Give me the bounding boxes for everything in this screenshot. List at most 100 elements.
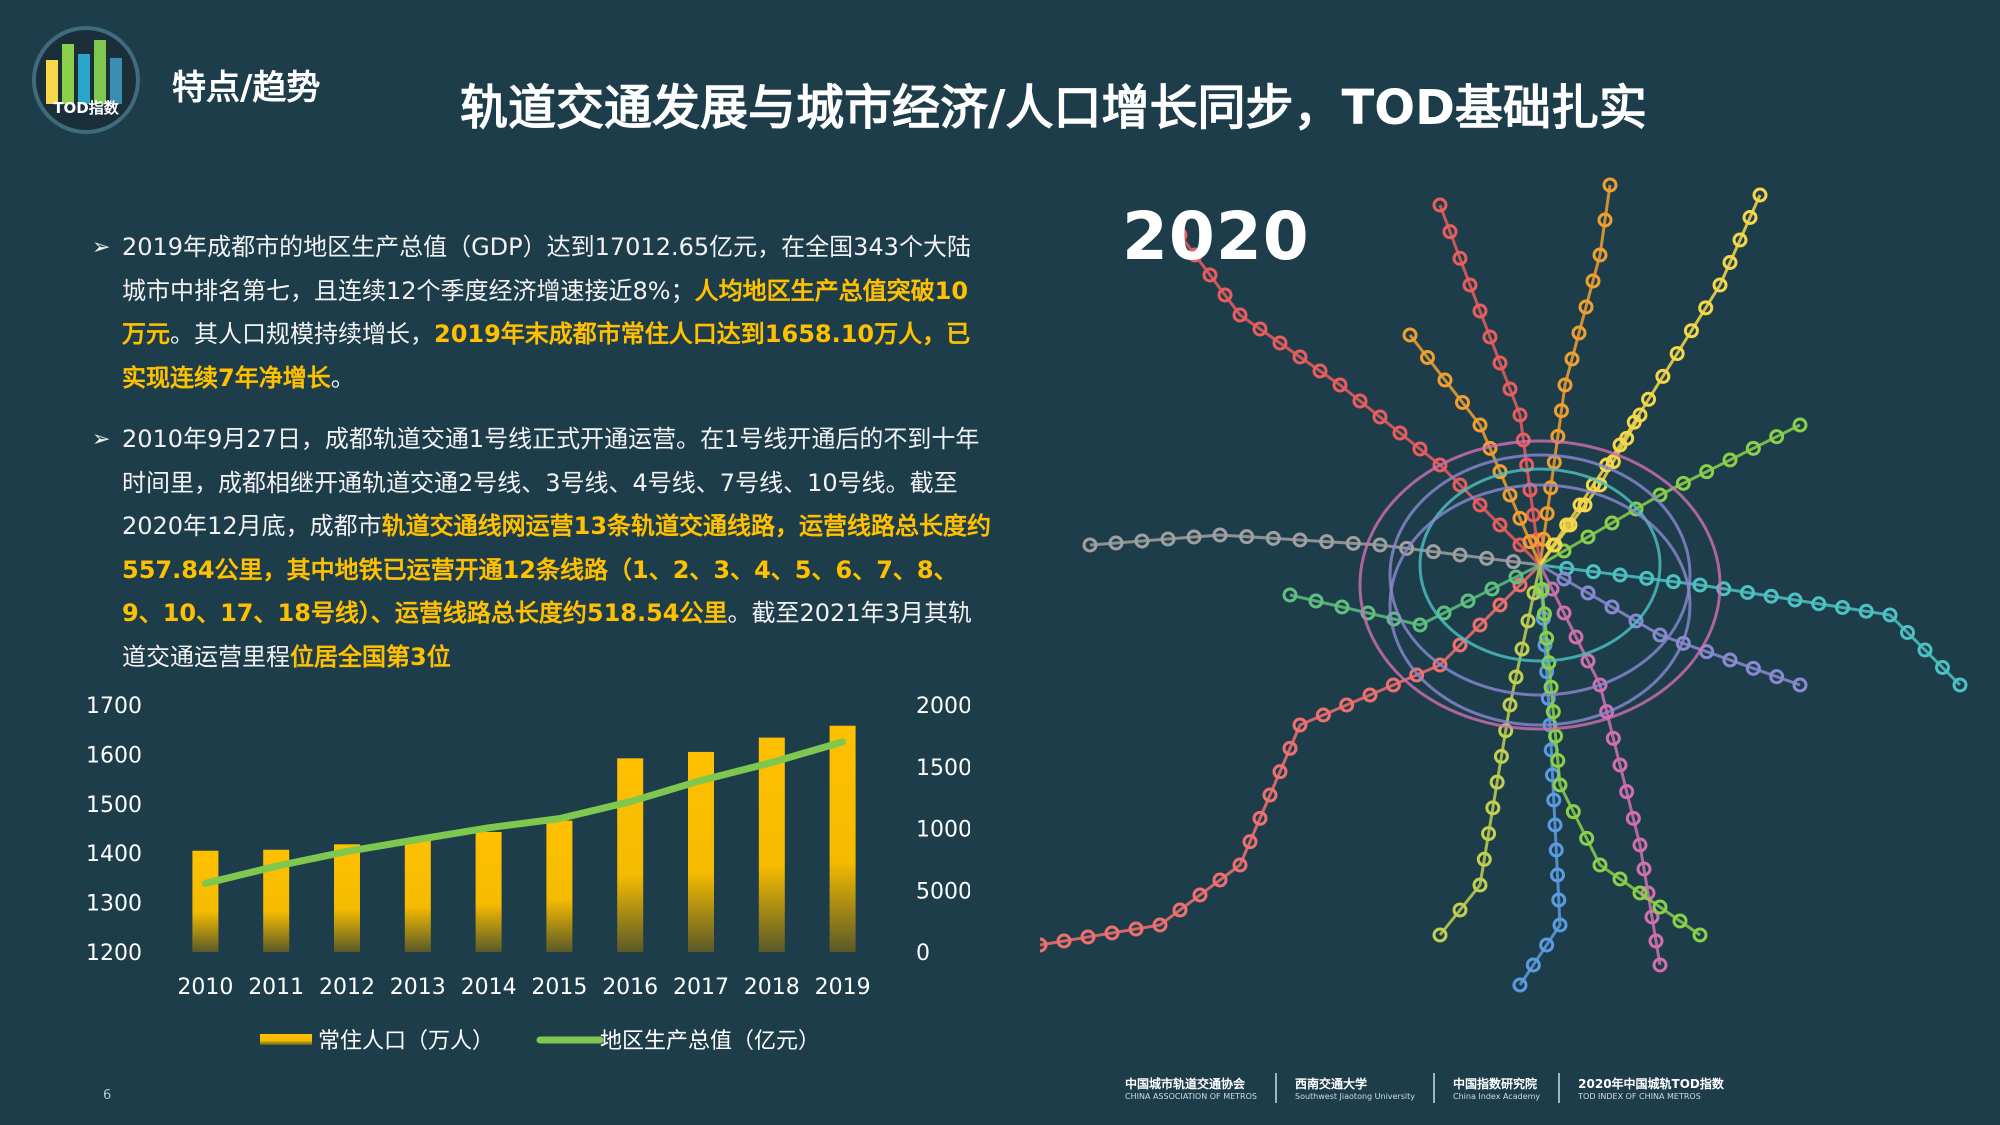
- metro-station: [1242, 834, 1258, 850]
- org2-name-en: Southwest Jiaotong University: [1294, 1092, 1416, 1101]
- metro-station: [1565, 804, 1581, 820]
- metro-station: [1508, 569, 1524, 585]
- metro-station: [1420, 350, 1435, 365]
- metro-station: [1252, 810, 1268, 826]
- metro-station: [1935, 660, 1950, 675]
- metro-station: [1632, 885, 1648, 901]
- metro-station: [1580, 585, 1596, 601]
- metro-station: [1619, 784, 1635, 800]
- metro-station: [1481, 826, 1497, 842]
- metro-station: [1612, 757, 1628, 773]
- metro-station: [1546, 792, 1562, 808]
- metro-station: [1550, 867, 1565, 883]
- metro-station: [1334, 599, 1350, 615]
- metro-station: [1917, 642, 1933, 658]
- metro-station: [1292, 349, 1308, 365]
- metro-station: [1492, 355, 1508, 371]
- metro-station: [1669, 346, 1685, 362]
- gdp-point: [700, 779, 702, 782]
- bullet-text-segment: 。其人口规模持续增长，: [170, 320, 434, 348]
- metro-station: [1425, 544, 1441, 560]
- metro-station: [1534, 581, 1550, 597]
- org1-name: 中国城市轨道交通协会: [1125, 1077, 1246, 1091]
- metro-station: [1628, 613, 1644, 629]
- metro-station: [1526, 585, 1542, 601]
- legend-swatch-population: [260, 1034, 312, 1045]
- footer-divider: [1274, 1073, 1277, 1103]
- metro-station: [1556, 571, 1572, 587]
- gdp-point: [346, 850, 348, 853]
- metro-loop-line: [1388, 453, 1692, 697]
- metro-station: [1699, 464, 1715, 480]
- bullet-text-segment: 。: [330, 363, 355, 392]
- metro-station: [1080, 929, 1096, 945]
- population-bar: [192, 850, 219, 952]
- metro-station: [1597, 212, 1613, 228]
- metro-station: [1152, 917, 1168, 933]
- metro-station: [1160, 531, 1176, 547]
- metro-station: [1722, 652, 1738, 668]
- bullet-highlight: 2019年末成都市常住人口达到1658.10万人，已实现连续7年净增长: [122, 320, 971, 392]
- metro-station: [1900, 625, 1915, 640]
- metro-line: [1438, 564, 1542, 936]
- bullet-text-segment: 。截至2021年3月其轨道交通运营里程: [122, 599, 972, 671]
- metro-station: [1212, 872, 1228, 888]
- metro-line: [1438, 204, 1542, 566]
- metro-station: [1362, 687, 1378, 703]
- metro-station: [1579, 830, 1595, 846]
- metro-station: [1282, 740, 1298, 756]
- metro-station: [1539, 506, 1555, 522]
- metro-station: [1619, 430, 1635, 446]
- metro-station: [1452, 250, 1468, 266]
- bar-logo-icon: [46, 40, 122, 104]
- metro-station: [1525, 957, 1541, 973]
- metro-station: [1202, 267, 1218, 283]
- metro-station: [1108, 535, 1124, 551]
- bullet-text-segment: 2010年9月27日，成都轨道交通1号线正式开通运营。在1号线开通后的不到十年时…: [122, 425, 980, 540]
- metro-station: [1858, 603, 1874, 619]
- metro-station: [1952, 677, 1968, 693]
- metro-station: [1550, 753, 1566, 769]
- metro-station: [1548, 842, 1564, 858]
- metro-station: [1476, 851, 1492, 867]
- metro-line: [1539, 423, 1801, 567]
- metro-station: [1472, 303, 1488, 319]
- metro-station: [1543, 480, 1559, 496]
- gdp-point: [558, 817, 561, 820]
- metro-station: [1262, 787, 1278, 803]
- metro-station: [1512, 977, 1528, 993]
- metro-station: [1539, 664, 1555, 680]
- gdp-point: [416, 838, 419, 841]
- x-axis-tick: 2016: [602, 975, 658, 1000]
- metro-station: [1492, 597, 1508, 613]
- metro-station: [1548, 728, 1564, 744]
- tod-index-brand: 2020年中国城轨TOD指数 TOD INDEX OF CHINA METROS: [1578, 1075, 1724, 1101]
- metro-station: [1282, 587, 1298, 603]
- metro-station: [1745, 660, 1761, 676]
- metro-station: [1292, 532, 1308, 548]
- map-year-label: 2020: [1122, 198, 1310, 275]
- metro-station: [1585, 564, 1601, 580]
- metro-station: [1592, 677, 1608, 693]
- metro-station: [1648, 933, 1664, 949]
- left-axis-tick: 1200: [86, 941, 142, 966]
- metro-station: [1769, 429, 1785, 445]
- metro-station: [1655, 368, 1671, 384]
- metro-station: [1312, 363, 1328, 379]
- metro-station: [1578, 299, 1594, 315]
- metro-station: [1212, 527, 1228, 543]
- metro-station: [1539, 630, 1555, 646]
- org-logo-cia: 中国指数研究院 China Index Academy: [1453, 1075, 1540, 1101]
- metro-station: [1332, 377, 1348, 393]
- metro-station: [1040, 937, 1048, 953]
- metro-station: [1104, 925, 1120, 941]
- metro-station: [1432, 457, 1448, 473]
- metro-station: [1432, 927, 1448, 943]
- metro-station: [1514, 641, 1530, 657]
- metro-station: [1592, 247, 1608, 263]
- metro-station: [1612, 567, 1628, 583]
- metro-loop-line: [1388, 483, 1692, 727]
- metro-station: [1811, 596, 1827, 612]
- metro-station: [1437, 372, 1453, 388]
- metro-station: [1462, 277, 1478, 293]
